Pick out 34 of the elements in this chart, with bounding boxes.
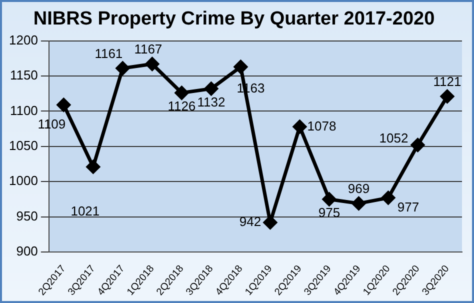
- y-tick-label: 1150: [10, 68, 38, 83]
- point: [86, 160, 100, 174]
- data-label: 1078: [307, 118, 336, 134]
- y-tick-label: 1000: [9, 173, 38, 188]
- point: [145, 57, 159, 71]
- data-label: 1167: [134, 42, 162, 57]
- y-tick-label: 1100: [10, 102, 38, 118]
- data-label: 1021: [70, 203, 100, 218]
- data-label: 942: [239, 214, 262, 230]
- point: [410, 138, 424, 152]
- point: [322, 192, 336, 206]
- data-label: 977: [397, 199, 420, 214]
- y-tick-label: 900: [16, 244, 38, 259]
- point: [174, 86, 188, 100]
- data-label: 1132: [197, 94, 226, 110]
- chart-title: NIBRS Property Crime By Quarter 2017-2020: [33, 8, 435, 30]
- data-label: 969: [348, 181, 370, 196]
- point: [381, 191, 395, 205]
- data-label: 1126: [168, 98, 196, 114]
- y-tick-label: 1050: [9, 138, 38, 153]
- data-label: 1121: [433, 74, 462, 89]
- point: [263, 216, 277, 230]
- y-tick-label: 950: [16, 208, 38, 224]
- point: [440, 90, 454, 104]
- point: [204, 82, 218, 96]
- point: [292, 120, 306, 134]
- data-label: 1052: [379, 130, 408, 146]
- data-label: 975: [318, 204, 340, 220]
- point: [234, 60, 248, 74]
- point: [352, 196, 366, 210]
- point: [116, 62, 130, 76]
- data-label: 1161: [94, 46, 123, 61]
- y-tick-label: 1200: [9, 32, 38, 48]
- point: [56, 98, 70, 112]
